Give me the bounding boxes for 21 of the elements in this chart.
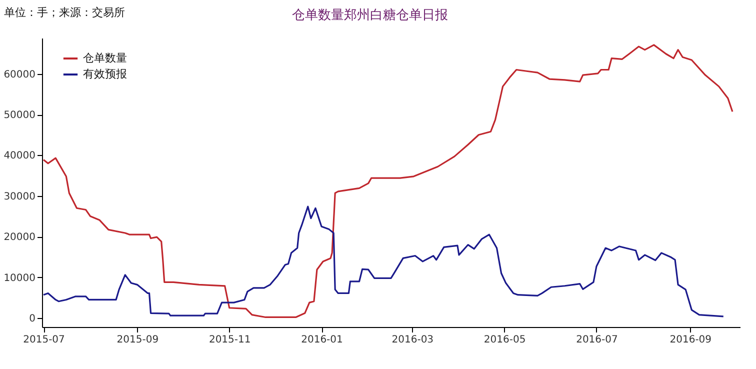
y-tick-label: 20000 <box>4 232 36 244</box>
y-tick-label: 40000 <box>4 150 36 162</box>
x-tick-label: 2016-09 <box>670 334 712 346</box>
text: 单位：手；来源：交易所 <box>4 6 125 19</box>
line-series <box>42 206 724 318</box>
y-tick-label: 60000 <box>4 69 36 80</box>
x-tick-label: 2016-05 <box>484 334 526 346</box>
y-tick-label: 0 <box>29 314 36 325</box>
y-tick-label: 30000 <box>4 191 36 202</box>
x-tick-label: 2016-01 <box>301 334 343 346</box>
y-tick-label: 10000 <box>4 272 36 284</box>
x-tick-label: 2015-09 <box>116 334 159 346</box>
x-tick-label: 2016-07 <box>576 334 618 346</box>
x-tick-label: 2015-07 <box>23 334 65 346</box>
legend-label: 仓单数量 <box>83 52 127 64</box>
line-series <box>42 44 734 318</box>
x-tick-label: 2016-03 <box>392 334 434 346</box>
legend-label: 有效预报 <box>83 68 127 80</box>
chart-title: 仓单数量郑州白糖仓单日报 <box>292 8 448 23</box>
x-tick-label: 2015-11 <box>208 334 251 346</box>
y-tick-label: 50000 <box>4 110 36 122</box>
